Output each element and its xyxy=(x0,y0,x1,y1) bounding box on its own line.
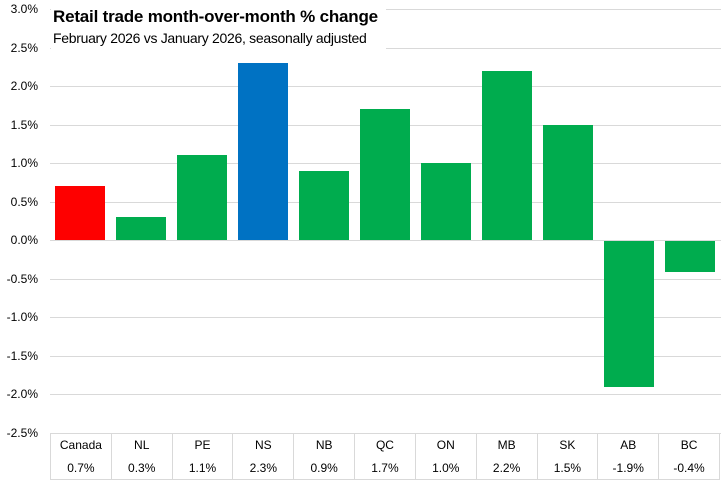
data-table: Canada 0.7% NL 0.3% PE 1.1% NS 2.3% NB 0.9% QC 1.7%… xyxy=(50,433,720,480)
data-table-column-ab: AB -1.9% xyxy=(597,433,658,479)
category-label: MB xyxy=(497,437,516,452)
category-label: NS xyxy=(255,437,272,452)
bar-pe xyxy=(177,155,228,240)
gridline-0.0% xyxy=(50,240,721,241)
category-value: 0.7% xyxy=(67,460,95,475)
gridline--1.5% xyxy=(50,355,721,357)
data-table-column-mb: MB 2.2% xyxy=(475,433,537,479)
data-table-column-bc: BC -0.4% xyxy=(658,433,720,479)
y-tick-label: 2.5% xyxy=(10,40,38,55)
category-value: 1.0% xyxy=(432,460,460,475)
category-label: PE xyxy=(194,437,211,452)
bar-sk xyxy=(542,124,593,240)
y-tick-label: -1.0% xyxy=(6,310,38,324)
gridline--0.5% xyxy=(50,278,721,280)
y-tick-label: -2.0% xyxy=(6,387,38,401)
data-table-column-on: ON 1.0% xyxy=(414,433,476,479)
category-label: SK xyxy=(559,437,576,452)
data-table-column-nb: NB 0.9% xyxy=(293,433,354,479)
y-tick-label: 1.5% xyxy=(10,117,38,132)
gridline-2.0% xyxy=(50,86,721,87)
data-table-column-nl: NL 0.3% xyxy=(110,433,172,479)
y-tick-label: -1.5% xyxy=(6,348,38,363)
category-value: 0.9% xyxy=(310,460,338,475)
category-label: Canada xyxy=(59,437,102,452)
chart-title: Retail trade month-over-month % change xyxy=(53,7,378,26)
data-table-column-sk: SK 1.5% xyxy=(536,433,598,479)
y-tick-label: 1.0% xyxy=(10,156,38,170)
bar-qc xyxy=(360,109,410,240)
y-tick-label: -2.5% xyxy=(6,425,38,440)
bar-nb xyxy=(299,170,350,240)
bar-ns xyxy=(238,62,289,240)
bar-on xyxy=(420,163,471,240)
bar-ab xyxy=(603,241,654,388)
y-tick-label: -0.5% xyxy=(6,271,38,286)
bar-canada xyxy=(55,186,106,240)
data-table-column-qc: QC 1.7% xyxy=(354,433,415,479)
category-value: 1.1% xyxy=(188,460,217,475)
chart-subtitle: February 2026 vs January 2026, seasonall… xyxy=(53,30,367,46)
y-tick-label: 3.0% xyxy=(10,2,38,16)
y-tick-label: 0.5% xyxy=(10,194,38,209)
chart-title-block: Retail trade month-over-month % change F… xyxy=(51,4,386,49)
data-table-column-ns: NS 2.3% xyxy=(232,433,293,479)
category-value: 2.3% xyxy=(249,460,278,475)
category-value: 1.7% xyxy=(371,460,399,475)
category-value: -0.4% xyxy=(673,460,705,475)
category-label: NB xyxy=(315,437,333,452)
category-value: 0.3% xyxy=(128,460,156,475)
category-value: -1.9% xyxy=(612,460,644,475)
category-value: 2.2% xyxy=(492,460,521,475)
category-label: NL xyxy=(134,437,150,452)
bar-bc xyxy=(664,241,715,272)
category-label: BC xyxy=(680,437,698,452)
bar-mb xyxy=(481,70,532,240)
y-tick-label: 0.0% xyxy=(10,233,38,247)
y-tick-label: 2.0% xyxy=(10,79,38,93)
gridline--1.0% xyxy=(50,317,721,318)
category-value: 1.5% xyxy=(553,460,582,475)
gridline--2.0% xyxy=(50,394,721,395)
gridline--2.5% xyxy=(50,432,721,434)
bar-nl xyxy=(116,216,167,240)
data-table-column-pe: PE 1.1% xyxy=(171,433,233,479)
category-label: ON xyxy=(436,437,455,452)
data-table-column-canada: Canada 0.7% xyxy=(50,433,111,479)
category-label: AB xyxy=(620,437,637,452)
category-label: QC xyxy=(375,437,394,452)
